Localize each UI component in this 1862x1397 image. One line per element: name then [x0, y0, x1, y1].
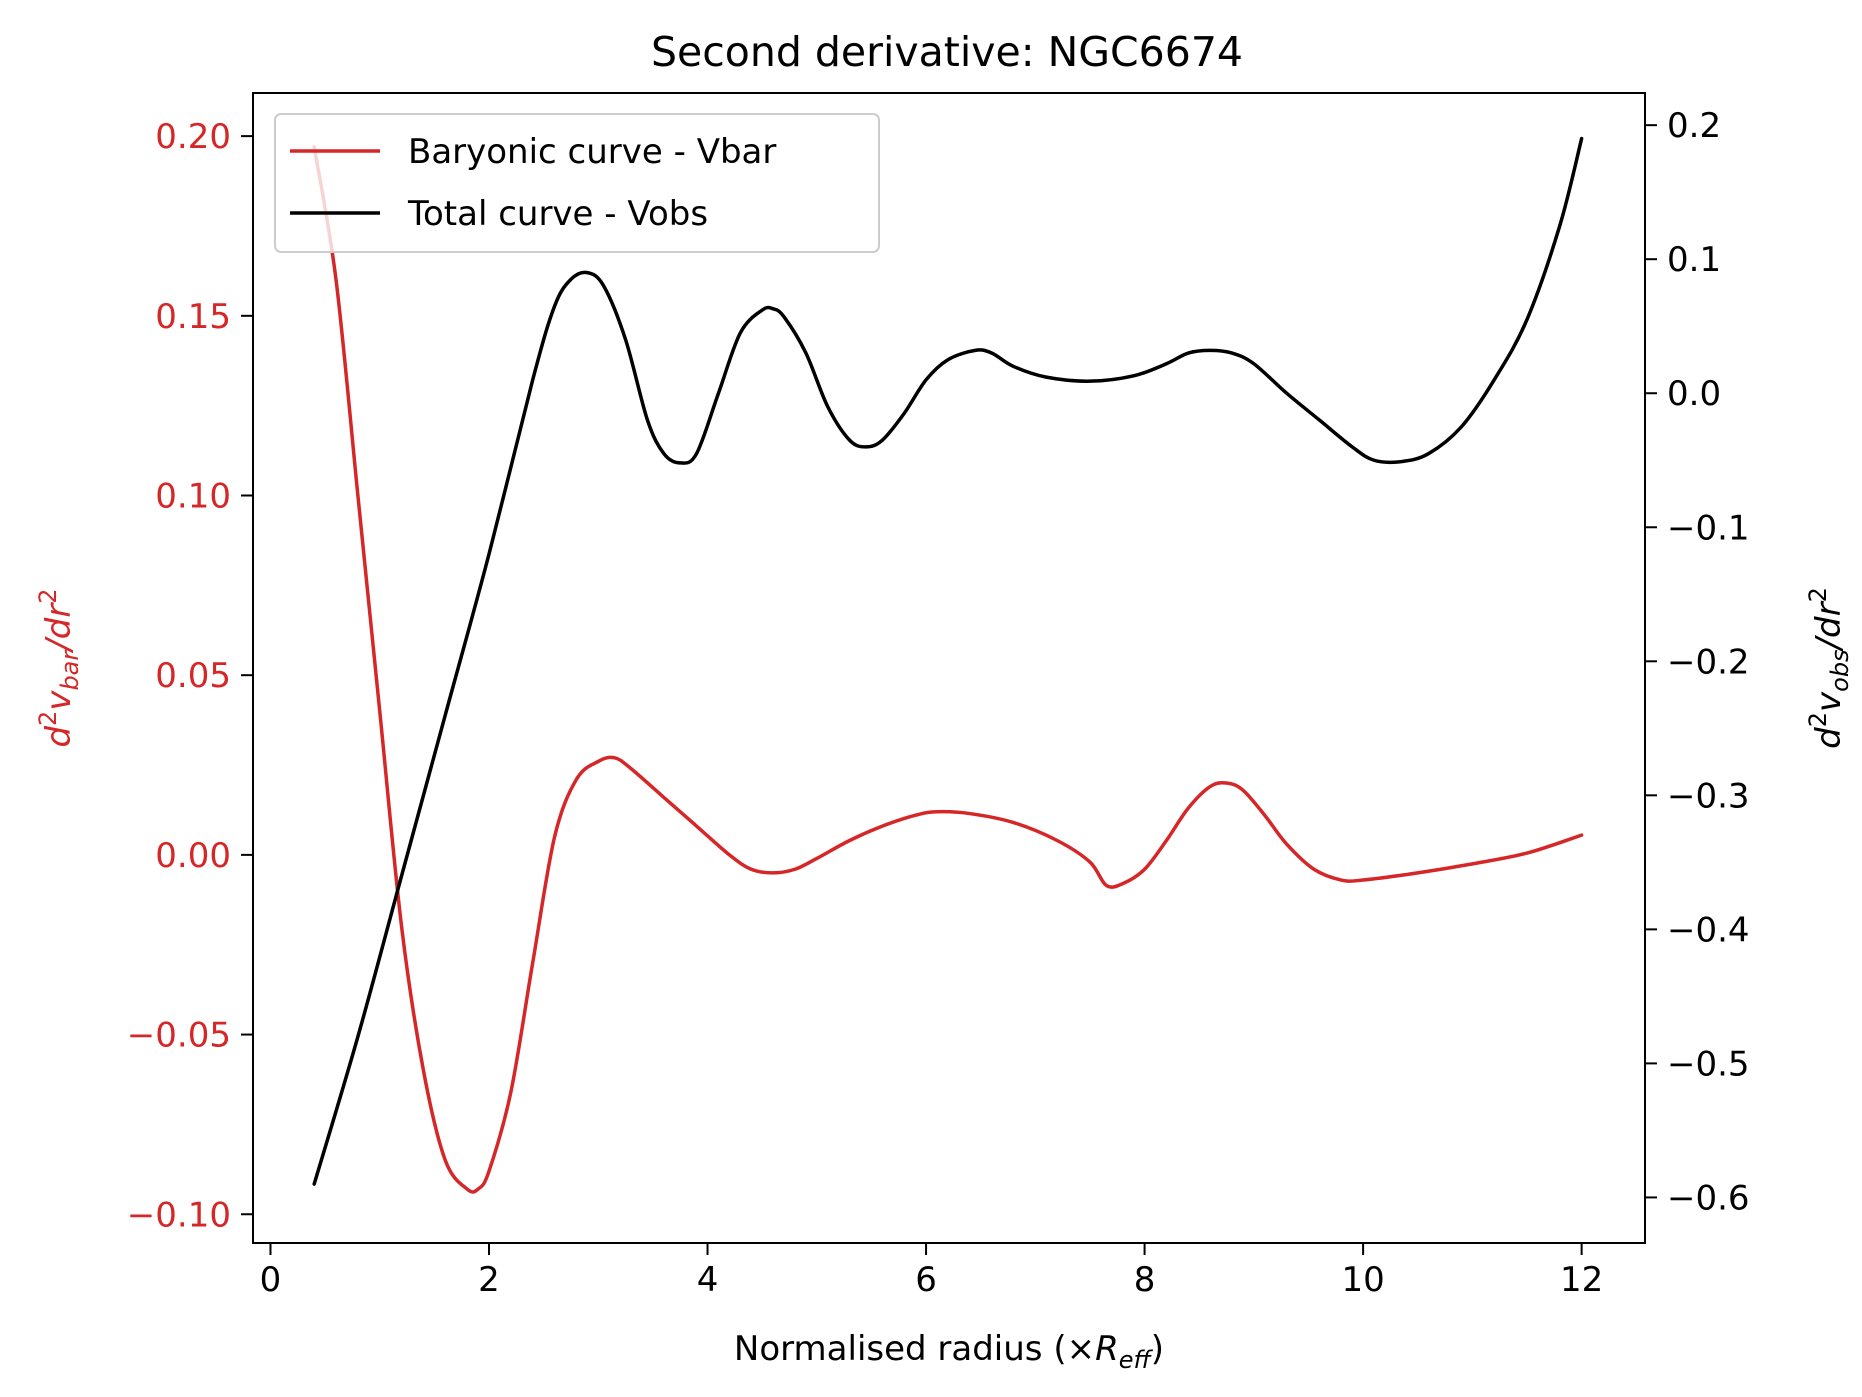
legend: Baryonic curve - Vbar Total curve - Vobs — [274, 113, 880, 253]
y-right-tick-label: 0.2 — [1667, 106, 1721, 146]
x-tick-label: 8 — [1134, 1260, 1156, 1300]
plot-area — [252, 92, 1646, 1244]
y-right-label-sup2: 2 — [1804, 587, 1832, 602]
y-left-tick-label: 0.10 — [155, 477, 231, 517]
legend-label-vbar: Baryonic curve - Vbar — [408, 132, 776, 172]
x-tick-label: 12 — [1560, 1260, 1603, 1300]
x-tick-label: 10 — [1341, 1260, 1384, 1300]
y-left-label-d: d — [39, 726, 79, 748]
y-right-tick-label: −0.6 — [1667, 1178, 1750, 1218]
y-left-tick-label: −0.05 — [127, 1016, 231, 1056]
chart-title: Second derivative: NGC6674 — [651, 28, 1243, 76]
y-right-axis-ticks: −0.6 −0.5 −0.4 −0.3 −0.2 −0.1 0.0 0.1 0.2 — [1645, 106, 1750, 1218]
y-left-label-v: v — [39, 690, 79, 711]
y-left-label-dr: /dr — [39, 602, 79, 654]
y-right-label-v: v — [1809, 691, 1849, 712]
legend-label-vobs: Total curve - Vobs — [407, 194, 708, 234]
y-left-label-sup2: 2 — [34, 588, 62, 603]
y-right-label-sub: obs — [1826, 649, 1854, 691]
x-axis-ticks: 0 2 4 6 8 10 12 — [260, 1243, 1603, 1300]
y-right-tick-label: −0.2 — [1667, 642, 1750, 682]
y-right-label-d: d — [1809, 727, 1849, 749]
x-axis-label: Normalised radius (×Reff) — [734, 1329, 1164, 1374]
x-axis-label-prefix: Normalised radius (× — [734, 1329, 1095, 1369]
y-left-label-sup1: 2 — [34, 711, 62, 726]
y-left-label-sub: bar — [56, 649, 84, 691]
series-line-vobs — [312, 136, 1584, 1186]
series-line-vbar — [312, 145, 1584, 1194]
y-left-tick-label: 0.15 — [155, 297, 231, 337]
y-right-tick-label: 0.0 — [1667, 374, 1721, 414]
y-right-tick-label: −0.4 — [1667, 910, 1750, 950]
y-right-tick-label: −0.5 — [1667, 1044, 1750, 1084]
y-left-tick-label: 0.05 — [155, 656, 231, 696]
x-tick-label: 2 — [478, 1260, 500, 1300]
y-left-tick-label: 0.00 — [155, 836, 231, 876]
y-right-axis-label: d2vobs/dr2 — [1804, 587, 1854, 749]
y-right-label-sup1: 2 — [1804, 712, 1832, 727]
x-tick-label: 4 — [697, 1260, 719, 1300]
x-axis-label-symbol: R — [1095, 1329, 1119, 1369]
x-axis-label-suffix: ) — [1151, 1329, 1164, 1369]
y-left-axis-ticks: −0.10 −0.05 0.00 0.05 0.10 0.15 0.20 — [127, 117, 253, 1235]
y-left-axis-label: d2vbar/dr2 — [34, 588, 84, 747]
y-right-tick-label: 0.1 — [1667, 240, 1721, 280]
x-tick-label: 6 — [915, 1260, 937, 1300]
plot-frame — [252, 92, 1646, 1244]
x-tick-label: 0 — [260, 1260, 282, 1300]
x-axis-label-subscript: eff — [1119, 1346, 1154, 1374]
y-right-tick-label: −0.1 — [1667, 508, 1750, 548]
y-left-tick-label: −0.10 — [127, 1195, 231, 1235]
legend-frame — [274, 113, 880, 253]
y-left-tick-label: 0.20 — [155, 117, 231, 157]
y-right-tick-label: −0.3 — [1667, 776, 1750, 816]
y-right-label-dr: /dr — [1809, 600, 1849, 652]
